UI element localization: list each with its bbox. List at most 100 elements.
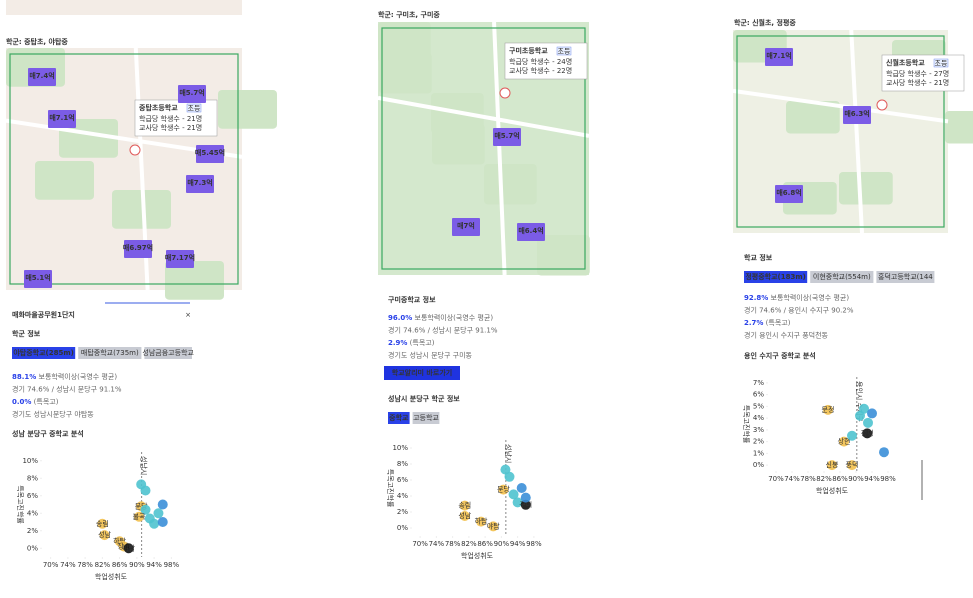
link-button[interactable] xyxy=(384,366,460,380)
price-tag-label: 매7.4억 xyxy=(29,71,54,80)
y-tick-label: 2% xyxy=(753,438,764,446)
school-title: 학군: 구미초, 구미중 xyxy=(378,10,440,19)
point xyxy=(153,508,164,519)
tab-label: 매탑중학교(735m) xyxy=(81,348,139,357)
point xyxy=(823,404,833,415)
point xyxy=(157,499,168,510)
point xyxy=(459,500,470,511)
point xyxy=(504,471,515,482)
stat-line: 학력 92.8% 보통학력이상(국영수 평균) xyxy=(744,293,849,302)
info-title: 학군 정보 xyxy=(12,329,41,338)
price-tag xyxy=(28,68,56,86)
price-tag-label: 매6.4억 xyxy=(518,226,543,235)
stat-text: (특목고) xyxy=(766,319,791,327)
tab[interactable] xyxy=(810,271,874,283)
point xyxy=(140,485,151,496)
school-pin xyxy=(499,87,511,99)
price-tag-label: 매5.7억 xyxy=(179,88,204,97)
point xyxy=(839,436,849,447)
tab[interactable] xyxy=(744,271,808,283)
popup xyxy=(504,42,588,80)
y-tick-label: 0% xyxy=(753,461,764,469)
tab[interactable] xyxy=(144,347,192,359)
point-label: 분당 xyxy=(135,501,148,510)
y-tick-label: 6% xyxy=(397,476,408,484)
popup-name: 중탑초등학교 xyxy=(139,103,178,112)
stat-text: 경기 74.6% / 성남시 분당구 91.1% xyxy=(12,385,122,394)
stat-value: 2.7% xyxy=(744,319,763,327)
stat-line: 학력 96.0% 보통학력이상(국영수 평균) xyxy=(388,313,493,322)
x-tick-label: 90% xyxy=(848,475,864,483)
stat-line: 평균 경기 74.6% / 성남시 분당구 91.1% xyxy=(388,326,498,335)
x-tick-label: 90% xyxy=(494,540,510,548)
price-tag-label: 매6.8억 xyxy=(776,188,801,197)
x-tick-label: 86% xyxy=(477,540,493,548)
point xyxy=(879,447,889,458)
x-tick-label: 70% xyxy=(768,475,784,483)
school-title: 학군: 중탑초, 야탑중 xyxy=(6,37,68,46)
stat-text: 경기도 성남시분당구 야탑동 xyxy=(12,410,94,419)
point xyxy=(459,511,470,521)
y-tick-label: 6% xyxy=(753,391,764,399)
stat-value: 88.1% xyxy=(12,373,36,381)
school-zone xyxy=(9,53,239,285)
price-tag-label: 매5.7억 xyxy=(494,131,519,140)
analysis-title: 성남시 분당구 학군 정보 xyxy=(388,394,460,403)
close-button[interactable]: × xyxy=(185,311,191,319)
map-park xyxy=(945,111,973,144)
tab-label: 이현중학교(554m) xyxy=(813,272,871,281)
school-zone xyxy=(736,35,945,228)
point-label: 불곡 xyxy=(133,512,146,521)
stat-text: 보통학력이상(국영수 평균) xyxy=(39,372,118,381)
stat-value: 0.0% xyxy=(12,398,31,406)
price-tag xyxy=(166,250,194,268)
y-tick-label: 4% xyxy=(753,414,764,422)
map-park xyxy=(379,53,432,94)
tab[interactable] xyxy=(12,347,76,359)
point xyxy=(488,521,499,532)
stat-text: 경기 용인시 수지구 풍덕천동 xyxy=(744,331,829,340)
stat-line: 평균 경기 74.6% / 용인시 수지구 90.2% xyxy=(744,306,854,315)
popup-name: 신월초등학교 xyxy=(886,58,925,67)
x-tick-label: 86% xyxy=(832,475,848,483)
x-tick-label: 98% xyxy=(880,475,896,483)
y-tick-label: 0% xyxy=(27,544,38,552)
tab[interactable] xyxy=(388,412,410,424)
info-title: 구미중학교 정보 xyxy=(388,295,436,304)
point xyxy=(827,460,837,471)
tab[interactable] xyxy=(876,271,935,283)
analysis-title: 용인 수지구 중학교 분석 xyxy=(744,351,816,360)
point xyxy=(508,489,519,500)
price-tag-label: 매7.17억 xyxy=(165,253,195,262)
tab-label: 고등학교 xyxy=(413,413,439,422)
popup-name: 구미초등학교 xyxy=(509,46,548,55)
point xyxy=(863,417,873,428)
map-park xyxy=(432,124,485,165)
popup-line: 학급당 학생수 - 24명 xyxy=(509,57,572,66)
y-tick-label: 2% xyxy=(27,527,38,535)
tab-label: 중학교 xyxy=(389,413,409,422)
school-pin xyxy=(876,99,888,111)
tab[interactable] xyxy=(78,347,142,359)
point xyxy=(859,403,869,414)
price-tag xyxy=(24,270,52,288)
point xyxy=(97,518,108,529)
point-label: 하탑 xyxy=(113,536,126,545)
school-pin xyxy=(129,144,141,156)
map-park xyxy=(378,22,431,63)
price-tag xyxy=(48,110,76,128)
point-label: 야탑 xyxy=(487,521,500,530)
y-tick-label: 7% xyxy=(753,379,764,387)
price-tag-label: 매6.97억 xyxy=(123,243,153,252)
point xyxy=(157,517,168,527)
popup xyxy=(134,99,218,137)
x-tick-label: 98% xyxy=(526,540,542,548)
point-label: 신봉 xyxy=(826,460,839,469)
tab[interactable] xyxy=(412,412,440,424)
point xyxy=(847,460,857,471)
point xyxy=(140,504,151,515)
x-axis-label: 학업성취도 xyxy=(95,572,128,581)
tab-label: 성남금융고등학교 xyxy=(142,348,194,357)
point xyxy=(520,499,531,510)
point-label: 장송 xyxy=(117,542,130,551)
